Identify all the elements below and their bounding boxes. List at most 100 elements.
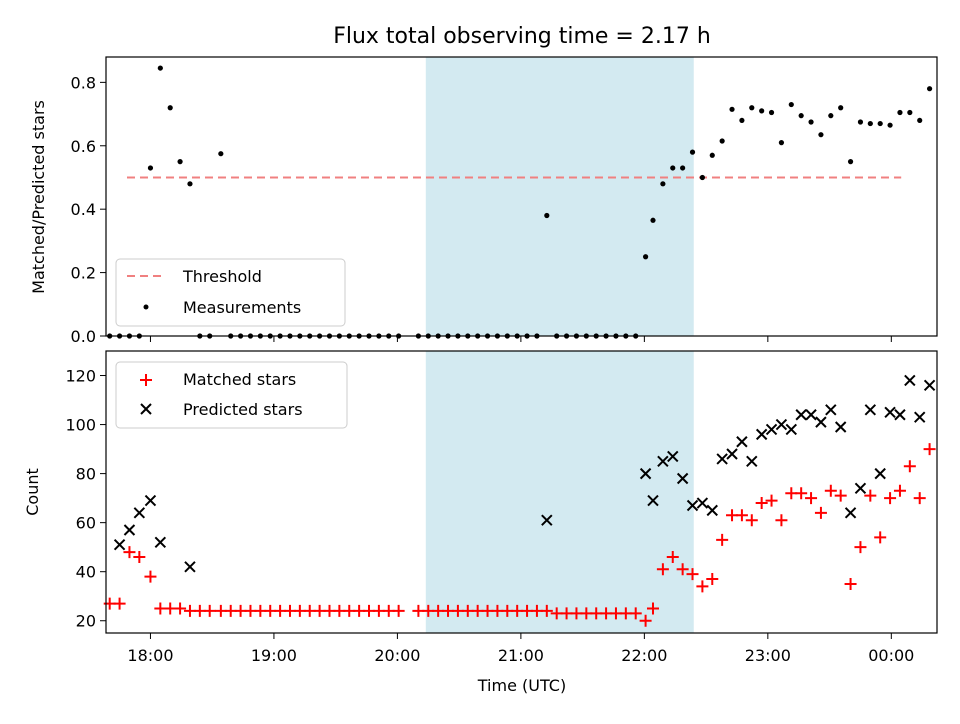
predicted-star-marker (123, 524, 136, 536)
matched-star-marker (824, 484, 837, 497)
predicted-star-marker (844, 507, 857, 519)
measurement-point (917, 117, 923, 124)
top-measurement-points (107, 65, 933, 339)
measurement-point (147, 165, 154, 171)
measurement-point (818, 132, 824, 138)
predicted-star-marker (884, 406, 896, 419)
top-y-ticks: 0.0 0.2 0.4 0.6 0.8 (71, 73, 106, 346)
measurement-point (788, 101, 794, 108)
predicted-star-marker (541, 514, 553, 526)
matched-star-markers (103, 443, 936, 627)
measurement-point (544, 212, 550, 219)
predicted-star-marker (667, 450, 679, 463)
matched-star-marker (123, 546, 136, 559)
matched-star-marker (755, 497, 768, 510)
matched-star-marker (735, 509, 748, 522)
measurement-point (798, 113, 804, 119)
predicted-star-marker (894, 409, 906, 421)
predicted-star-marker (686, 499, 699, 512)
predicted-star-marker (854, 482, 867, 495)
matched-legend-swatch (140, 374, 152, 386)
y-tick-label: 0.0 (71, 327, 96, 346)
measurement-point (739, 117, 745, 124)
bottom-x-ticks: 18:00 19:00 20:00 21:00 22:00 23:00 00:00 (127, 633, 914, 665)
measurement-point (218, 151, 224, 157)
x-tick-label: 00:00 (868, 646, 914, 665)
predicted-star-marker (184, 561, 196, 573)
matched-star-marker (775, 514, 788, 527)
predicted-star-marker (144, 494, 157, 507)
threshold-legend-label: Threshold (182, 267, 262, 286)
top-panel: 0.0 0.2 0.4 0.6 0.8 Flux total observing tim… (29, 24, 938, 346)
bottom-legend-box (115, 361, 348, 429)
top-x-ticks (149, 336, 892, 342)
matched-star-marker (639, 614, 652, 627)
matched-star-marker (874, 531, 887, 544)
predicted-legend-label: Predicted stars (183, 400, 303, 419)
matched-star-marker (647, 602, 660, 615)
measurement-point (768, 109, 775, 116)
measurement-point (759, 108, 765, 114)
matched-star-marker (745, 514, 758, 527)
measurement-point (897, 109, 903, 116)
bottom-y-ticks: 20 40 60 80 100 120 (65, 367, 106, 631)
y-tick-label: 0.2 (71, 264, 96, 283)
measurement-point (887, 122, 893, 128)
matched-star-marker (893, 484, 906, 497)
measurement-point (709, 152, 715, 158)
matched-star-marker (629, 607, 642, 620)
matched-star-marker (696, 580, 709, 593)
matched-star-marker (903, 460, 916, 473)
measurement-point (867, 120, 873, 127)
matched-star-marker (144, 570, 157, 583)
measurement-point (177, 159, 183, 165)
predicted-star-marker (657, 455, 669, 468)
measurement-point (729, 106, 735, 112)
measurement-point (926, 86, 933, 92)
measurement-point (689, 149, 696, 155)
predicted-star-marker (904, 374, 916, 387)
predicted-star-marker (676, 472, 689, 485)
matched-star-marker (706, 573, 719, 586)
predicted-legend-swatch (140, 403, 152, 415)
y-tick-label: 0.6 (71, 137, 96, 156)
predicted-star-marker (736, 436, 748, 448)
measurement-point (167, 105, 173, 111)
predicted-star-marker (113, 539, 126, 551)
measurement-point (187, 181, 193, 187)
top-y-axis-label: Matched/Predicted stars (29, 100, 48, 294)
x-tick-label: 21:00 (498, 646, 544, 665)
measurement-point (670, 165, 676, 171)
x-tick-label: 22:00 (621, 646, 667, 665)
matched-star-marker (133, 550, 146, 563)
predicted-star-marker (815, 416, 827, 428)
predicted-star-marker (755, 428, 768, 441)
matched-star-marker (676, 563, 689, 576)
measurement-point (749, 105, 755, 111)
measurement-point (660, 181, 666, 187)
top-axes-frame (105, 56, 938, 337)
matched-star-marker (716, 533, 729, 546)
predicted-star-marker (785, 423, 798, 436)
matched-star-marker (913, 492, 926, 505)
matched-star-marker (113, 597, 126, 610)
measurement-point (650, 217, 656, 223)
predicted-star-marker (716, 453, 728, 465)
y-tick-label: 120 (65, 367, 96, 386)
matched-star-marker (392, 604, 405, 617)
matched-star-marker (834, 489, 847, 502)
top-shaded-interval (425, 57, 694, 336)
measurement-point (719, 138, 725, 144)
bottom-shaded-interval (425, 351, 694, 633)
top-legend-box (115, 258, 346, 327)
y-tick-label: 0.8 (71, 73, 96, 92)
predicted-star-marker (874, 467, 886, 480)
predicted-star-markers (113, 374, 936, 573)
bottom-legend: Matched stars Predicted stars (115, 361, 348, 429)
predicted-star-marker (825, 404, 837, 416)
measurement-point (907, 109, 913, 116)
x-tick-label: 18:00 (127, 646, 173, 665)
x-tick-label: 23:00 (745, 646, 791, 665)
predicted-star-marker (914, 411, 926, 423)
